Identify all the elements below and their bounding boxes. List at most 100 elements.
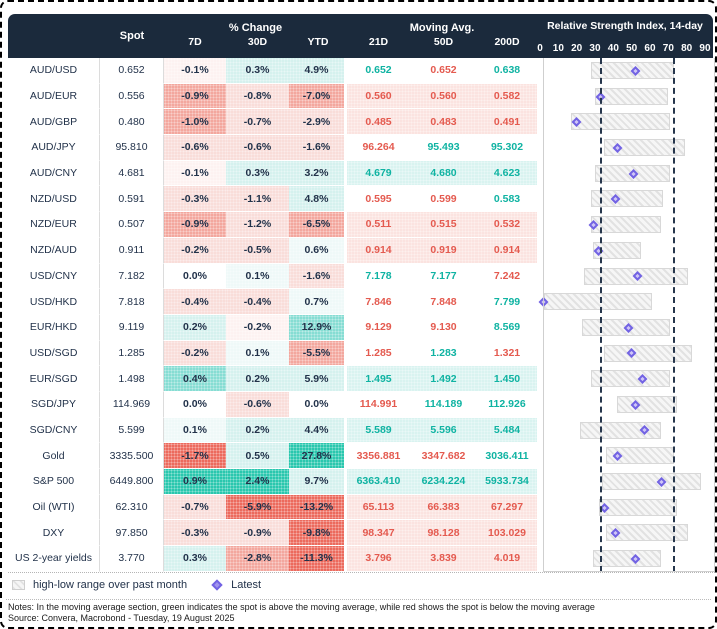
moving-avg-cell: 96.264 <box>347 135 410 161</box>
moving-avg-cell: 0.560 <box>410 83 477 110</box>
moving-avg-cell: 1.495 <box>347 366 410 392</box>
row-label: AUD/JPY <box>8 135 100 161</box>
moving-avg-cell: 3.796 <box>347 546 410 572</box>
col-header-21d: 21D <box>347 35 410 58</box>
col-header-200d: 200D <box>477 35 537 58</box>
pct-change-cell: -0.6% <box>226 135 289 161</box>
moving-avg-cell: 67.297 <box>477 494 537 521</box>
pct-change-cell: -0.9% <box>164 212 226 238</box>
moving-avg-cell: 7.242 <box>477 264 537 290</box>
rsi-axis-tick: 60 <box>644 43 656 54</box>
col-group-pct-change: % Change <box>164 14 347 35</box>
moving-avg-cell: 5.589 <box>347 417 410 444</box>
pct-change-cell: 2.4% <box>226 469 289 495</box>
latest-diamond-icon <box>211 579 223 591</box>
moving-avg-cell: 4.680 <box>410 160 477 187</box>
pct-change-cell: 0.7% <box>289 289 347 315</box>
rsi-range-bar <box>593 550 661 568</box>
moving-avg-cell: 0.914 <box>347 237 410 264</box>
col-header-50d: 50D <box>410 35 477 58</box>
pct-change-cell: -0.1% <box>164 160 226 187</box>
pct-change-cell: 4.9% <box>289 58 347 84</box>
pct-change-cell: 12.9% <box>289 314 347 341</box>
rsi-title: Relative Strength Index, 14-day <box>547 20 703 32</box>
moving-avg-cell: 0.652 <box>410 58 477 84</box>
spot-value: 114.969 <box>100 391 164 418</box>
moving-avg-cell: 4.623 <box>477 160 537 187</box>
row-label: DXY <box>8 520 100 547</box>
moving-avg-cell: 6363.410 <box>347 469 410 495</box>
row-label: NZD/AUD <box>8 237 100 264</box>
rsi-axis-tick: 10 <box>552 43 564 54</box>
rsi-range-bar <box>571 113 671 131</box>
moving-avg-cell: 95.302 <box>477 135 537 161</box>
spot-value: 0.652 <box>100 58 164 84</box>
row-label: USD/HKD <box>8 289 100 315</box>
pct-change-cell: -0.9% <box>164 83 226 110</box>
row-label: S&P 500 <box>8 469 100 495</box>
notes-text: Notes: In the moving average section, gr… <box>6 599 711 613</box>
rsi-range-bar <box>591 370 671 388</box>
row-label: Gold <box>8 443 100 469</box>
pct-change-cell: -1.0% <box>164 109 226 136</box>
col-header-ytd: YTD <box>289 35 347 58</box>
spot-value: 3.770 <box>100 546 164 572</box>
moving-avg-cell: 0.583 <box>477 186 537 213</box>
spot-value: 97.850 <box>100 520 164 547</box>
range-bar-swatch-icon <box>12 580 25 590</box>
rsi-plot-bottom-border <box>543 571 715 572</box>
pct-change-cell: 0.2% <box>164 314 226 341</box>
pct-change-cell: -13.2% <box>289 494 347 521</box>
rsi-cell <box>537 212 713 238</box>
source-text: Source: Convera, Macrobond - Tuesday, 19… <box>8 613 235 623</box>
pct-change-cell: 0.0% <box>164 391 226 418</box>
rsi-cell <box>537 264 713 290</box>
row-label: AUD/GBP <box>8 109 100 136</box>
row-label: AUD/CNY <box>8 160 100 187</box>
rsi-cell <box>537 469 713 495</box>
moving-avg-cell: 4.019 <box>477 546 537 572</box>
moving-avg-cell: 7.178 <box>347 264 410 290</box>
pct-change-cell: 0.4% <box>164 366 226 392</box>
rsi-range-bar <box>605 524 689 542</box>
rsi-cell <box>537 161 713 187</box>
rsi-range-bar <box>593 241 641 259</box>
moving-avg-cell: 0.919 <box>410 237 477 264</box>
pct-change-cell: -0.6% <box>226 391 289 418</box>
pct-change-cell: -6.5% <box>289 212 347 238</box>
rsi-cell <box>537 109 713 135</box>
legend-latest-label: Latest <box>231 579 262 591</box>
rsi-cell <box>537 418 713 444</box>
spot-value: 0.911 <box>100 237 164 264</box>
rsi-cell <box>537 186 713 212</box>
moving-avg-cell: 7.848 <box>410 289 477 315</box>
moving-avg-cell: 7.846 <box>347 289 410 315</box>
rsi-cell <box>537 366 713 392</box>
rsi-cell <box>537 289 713 315</box>
spot-value: 1.498 <box>100 366 164 392</box>
pct-change-cell: -1.6% <box>289 263 347 290</box>
rsi-range-bar <box>591 216 661 234</box>
pct-change-cell: -0.8% <box>226 83 289 110</box>
pct-change-cell: -0.4% <box>164 289 226 315</box>
moving-avg-cell: 0.511 <box>347 212 410 238</box>
legend-range-label: high-low range over past month <box>33 579 188 591</box>
moving-avg-cell: 66.383 <box>410 494 477 521</box>
moving-avg-cell: 7.177 <box>410 264 477 290</box>
row-label: NZD/EUR <box>8 212 100 238</box>
pct-change-cell: -0.6% <box>164 135 226 161</box>
spot-value: 7.182 <box>100 263 164 290</box>
rsi-range-bar <box>598 498 678 516</box>
rsi-axis-ticks: 0 10 20 30 40 50 60 70 80 90 <box>537 43 713 55</box>
pct-change-cell: 0.3% <box>164 546 226 572</box>
moving-avg-cell: 0.914 <box>477 237 537 264</box>
spot-value: 7.818 <box>100 289 164 315</box>
pct-change-cell: -1.1% <box>226 186 289 213</box>
col-header-spot: Spot <box>100 14 164 58</box>
pct-change-cell: -5.9% <box>226 494 289 521</box>
moving-avg-cell: 6234.224 <box>410 469 477 495</box>
row-label: USD/SGD <box>8 340 100 367</box>
pct-change-cell: -2.8% <box>226 546 289 572</box>
moving-avg-cell: 95.493 <box>410 135 477 161</box>
